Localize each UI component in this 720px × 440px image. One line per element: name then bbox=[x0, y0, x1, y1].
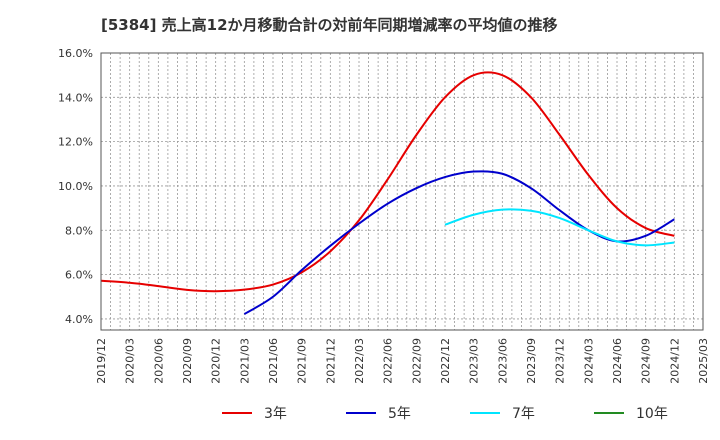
x-tick-label: 2022/12 bbox=[439, 338, 452, 384]
x-tick-label: 2025/03 bbox=[697, 338, 710, 384]
y-tick-label: 8.0% bbox=[65, 224, 93, 237]
x-tick-label: 2024/09 bbox=[640, 338, 653, 384]
plot-frame bbox=[100, 52, 704, 331]
x-tick-label: 2023/06 bbox=[496, 338, 509, 384]
series-line-3年 bbox=[100, 71, 675, 293]
x-tick-label: 2024/03 bbox=[582, 338, 595, 384]
x-tick-label: 2020/06 bbox=[152, 338, 165, 384]
legend-label: 10年 bbox=[636, 406, 668, 422]
x-tick-label: 2022/09 bbox=[410, 338, 423, 384]
x-tick-label: 2021/06 bbox=[267, 338, 280, 384]
gridlines bbox=[100, 52, 704, 330]
legend: 3年 5年 7年 10年 bbox=[222, 406, 668, 422]
legend-label: 3年 bbox=[264, 406, 287, 422]
x-tick-label: 2021/09 bbox=[296, 338, 309, 384]
x-tick-label: 2024/12 bbox=[668, 338, 681, 384]
y-tick-label: 16.0% bbox=[58, 47, 93, 60]
x-tick-label: 2024/06 bbox=[611, 338, 624, 384]
chart-title: [5384] 売上高12か月移動合計の対前年同期増減率の平均値の推移 bbox=[101, 16, 558, 34]
y-tick-label: 12.0% bbox=[58, 136, 93, 149]
series-lines bbox=[100, 71, 675, 315]
series-line-7年 bbox=[444, 208, 675, 247]
x-tick-label: 2023/09 bbox=[525, 338, 538, 384]
x-tick-label: 2019/12 bbox=[95, 338, 108, 384]
y-tick-label: 14.0% bbox=[58, 91, 93, 104]
legend-label: 5年 bbox=[388, 406, 411, 422]
x-axis-ticks: 2019/12 2020/03 2020/06 2020/09 2020/12 2021/… bbox=[95, 338, 710, 384]
x-tick-label: 2020/09 bbox=[181, 338, 194, 384]
x-tick-label: 2021/12 bbox=[324, 338, 337, 384]
x-tick-label: 2022/06 bbox=[382, 338, 395, 384]
y-tick-label: 10.0% bbox=[58, 180, 93, 193]
y-axis-ticks: 4.0% 6.0% 8.0% 10.0% 12.0% 14.0% 16.0% bbox=[58, 47, 93, 326]
x-tick-label: 2021/03 bbox=[238, 338, 251, 384]
x-tick-label: 2020/12 bbox=[210, 338, 223, 384]
x-tick-label: 2023/12 bbox=[554, 338, 567, 384]
legend-label: 7年 bbox=[512, 406, 535, 422]
y-tick-label: 4.0% bbox=[65, 313, 93, 326]
series-line-5年 bbox=[243, 170, 675, 315]
x-tick-label: 2023/03 bbox=[468, 338, 481, 384]
x-tick-label: 2020/03 bbox=[124, 338, 137, 384]
y-tick-label: 6.0% bbox=[65, 269, 93, 282]
x-tick-label: 2022/03 bbox=[353, 338, 366, 384]
